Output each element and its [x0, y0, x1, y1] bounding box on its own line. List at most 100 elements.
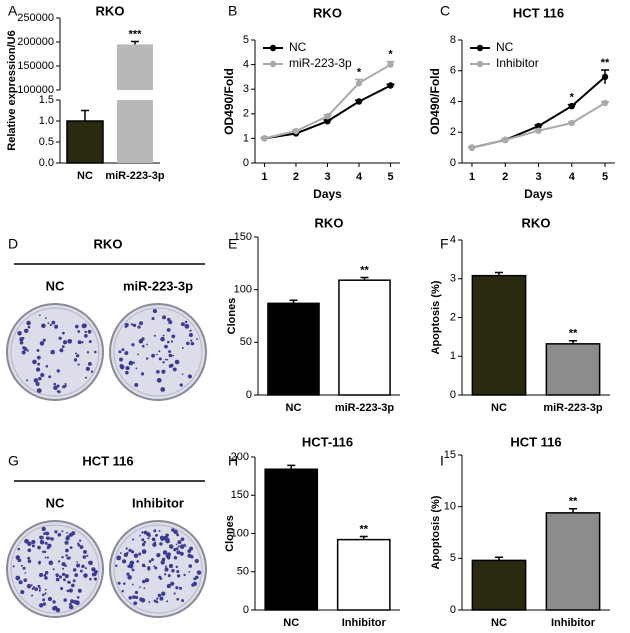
y-tick-label: 50 — [240, 336, 252, 348]
colony — [159, 596, 164, 601]
colony — [37, 545, 41, 550]
colony — [88, 560, 93, 566]
colony — [40, 372, 45, 378]
colony — [41, 593, 45, 597]
colony — [87, 329, 92, 334]
colony — [64, 574, 69, 579]
x-tick-label: 1 — [261, 171, 267, 183]
colony — [77, 340, 82, 345]
colony — [160, 336, 165, 342]
colony — [20, 589, 25, 595]
colony — [38, 376, 42, 381]
x-tick-label: 1 — [469, 171, 475, 183]
colony — [63, 564, 66, 567]
colony — [89, 577, 92, 581]
colony — [153, 541, 157, 544]
colony — [34, 587, 38, 592]
colony — [44, 576, 48, 580]
panel-letter: I — [440, 453, 444, 469]
colony — [75, 354, 80, 358]
chart-title: RKO — [313, 5, 342, 20]
line — [264, 63, 392, 140]
colony — [190, 341, 195, 346]
colony — [171, 569, 175, 573]
colony — [45, 536, 50, 541]
colony — [51, 320, 56, 325]
error-bar — [569, 507, 577, 513]
colony — [131, 583, 134, 586]
point — [355, 79, 363, 87]
plate-label: NC — [46, 278, 65, 293]
y-tick-label: 50 — [237, 566, 249, 578]
colony — [62, 331, 65, 335]
colony — [175, 586, 179, 590]
colony — [161, 369, 166, 374]
x-tick-label: 3 — [324, 171, 330, 183]
colony — [164, 567, 169, 572]
colony — [166, 583, 172, 589]
colony — [125, 366, 130, 371]
y-axis-label: Clones — [224, 515, 236, 552]
error-bar — [81, 109, 89, 121]
x-tick-label: 4 — [356, 171, 363, 183]
colony — [24, 538, 29, 544]
bar — [117, 100, 153, 163]
colony — [175, 565, 178, 569]
point — [535, 122, 542, 130]
colony — [84, 333, 88, 338]
x-tick-label: NC — [283, 617, 299, 629]
colony — [121, 590, 124, 593]
colony — [93, 577, 97, 581]
colony — [131, 568, 135, 572]
y-tick-label: 0 — [450, 604, 456, 616]
colony — [176, 533, 180, 537]
colony — [134, 595, 139, 600]
colony — [138, 552, 142, 556]
colony — [71, 531, 76, 536]
line — [471, 76, 606, 149]
colony — [61, 572, 66, 577]
point — [568, 102, 575, 110]
colony — [67, 338, 73, 344]
significance-mark: * — [570, 91, 575, 103]
colony — [187, 553, 192, 558]
y-tick-label: 0 — [450, 157, 456, 169]
colony — [116, 555, 122, 561]
y-tick-label: 100000 — [17, 84, 54, 96]
panel-letter: A — [8, 3, 18, 19]
point — [324, 113, 331, 120]
colony — [172, 354, 174, 357]
panel-letter: G — [8, 453, 19, 469]
colony — [37, 362, 41, 366]
colony — [152, 309, 157, 314]
colony — [181, 347, 184, 350]
colony — [136, 560, 140, 563]
colony — [143, 540, 147, 544]
y-tick-label: 1.0 — [39, 115, 54, 127]
chart-title: RKO — [522, 215, 551, 230]
significance-mark: * — [388, 49, 393, 61]
colony — [94, 570, 98, 574]
legend-marker — [269, 60, 277, 68]
y-tick-label: 4 — [450, 95, 456, 107]
x-tick-label: NC — [77, 170, 93, 182]
legend-label: NC — [289, 40, 307, 54]
y-tick-label: 150 — [234, 231, 252, 243]
colony — [77, 330, 81, 333]
legend-label: miR-223-3p — [289, 56, 352, 70]
colony — [166, 600, 169, 603]
legend-label: Inhibitor — [496, 56, 539, 70]
colony — [161, 557, 166, 562]
legend-marker — [269, 44, 277, 52]
colony — [150, 558, 154, 562]
colony — [50, 537, 54, 541]
colony — [52, 600, 56, 604]
colony — [153, 529, 157, 533]
y-tick-label: 250000 — [17, 12, 54, 24]
colony — [132, 538, 135, 541]
colony — [143, 587, 146, 590]
colony — [139, 321, 143, 326]
colony — [57, 560, 61, 563]
colony — [118, 350, 122, 354]
